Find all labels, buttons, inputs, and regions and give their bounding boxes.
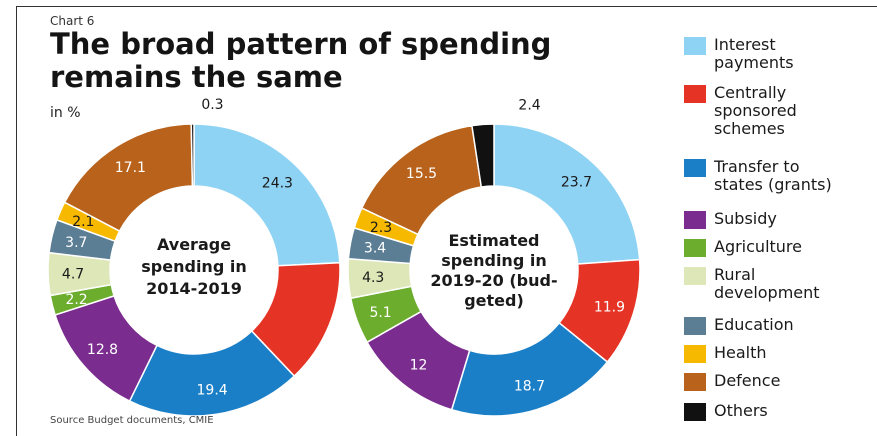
legend-item: Transfer to states (grants) bbox=[684, 158, 874, 194]
donut-center-label: Estimated bbox=[448, 231, 539, 250]
legend-item: Centrally sponsored schemes bbox=[684, 84, 874, 138]
slice-label: 3.7 bbox=[65, 235, 87, 251]
slice-label: 5.1 bbox=[369, 305, 391, 321]
legend-label: Defence bbox=[714, 371, 781, 390]
chart-title-line2: remains the same bbox=[50, 60, 343, 94]
legend-label: Interest payments bbox=[714, 35, 794, 72]
donut-center-label: spending in bbox=[441, 251, 546, 270]
chart-title: The broad pattern of spending remains th… bbox=[50, 28, 551, 94]
legend-label: Agriculture bbox=[714, 237, 802, 256]
legend-swatch bbox=[684, 211, 706, 229]
legend-swatch bbox=[684, 267, 706, 285]
slice-interest-payments bbox=[493, 123, 641, 265]
legend-item: Defence bbox=[684, 372, 874, 391]
legend-label: Centrally sponsored schemes bbox=[714, 83, 797, 138]
slice-label: 18.7 bbox=[514, 379, 545, 395]
donut-chart-2014-2019: 24.3 19.4 12.8 2.2 4.7 3.7 2.1 17.1 0.3 Average sp… bbox=[47, 97, 341, 417]
slice-label: 3.4 bbox=[364, 241, 386, 257]
donut-chart-2019-20: 23.7 11.9 18.7 12 5.1 4.3 3.4 2.3 15.5 2.4 Estimat… bbox=[347, 97, 641, 417]
slice-label: 4.3 bbox=[362, 270, 384, 286]
legend-swatch bbox=[684, 373, 706, 391]
slice-label: 2.4 bbox=[518, 97, 540, 113]
slice-label: 19.4 bbox=[197, 383, 228, 399]
chart-frame bbox=[16, 6, 877, 436]
legend-label: Others bbox=[714, 401, 768, 420]
donut-center-label: 2019-20 (bud- bbox=[430, 271, 557, 290]
slice-label: 17.1 bbox=[115, 160, 146, 176]
slice-label: 12.8 bbox=[87, 342, 118, 358]
legend-swatch bbox=[684, 159, 706, 177]
legend-item: Subsidy bbox=[684, 210, 874, 229]
unit-label: in % bbox=[50, 105, 81, 121]
slice-label: 11.9 bbox=[594, 299, 625, 315]
donut-center-label: 2014-2019 bbox=[146, 279, 242, 298]
slice-label: 15.5 bbox=[406, 166, 437, 182]
legend-item: Education bbox=[684, 316, 874, 335]
slice-interest-payments bbox=[193, 123, 341, 267]
slice-label: 2.3 bbox=[370, 220, 392, 236]
legend-label: Subsidy bbox=[714, 209, 777, 228]
legend-swatch bbox=[684, 239, 706, 257]
source-note: Source Budget documents, CMIE bbox=[50, 415, 214, 426]
legend-swatch bbox=[684, 403, 706, 421]
legend-swatch bbox=[684, 85, 706, 103]
slice-label: 2.2 bbox=[65, 292, 87, 308]
legend-swatch bbox=[684, 317, 706, 335]
slice-label: 2.1 bbox=[72, 214, 94, 230]
slice-label: 23.7 bbox=[561, 174, 592, 190]
chart-title-line1: The broad pattern of spending bbox=[50, 27, 552, 61]
legend-label: Education bbox=[714, 315, 794, 334]
slice-others bbox=[190, 123, 195, 187]
legend-item: Others bbox=[684, 402, 874, 421]
donut-center-label: spending in bbox=[141, 257, 246, 276]
slice-label: 12 bbox=[410, 358, 428, 374]
slice-others bbox=[471, 123, 495, 188]
donut-center-label: Average bbox=[157, 235, 231, 254]
legend-item: Interest payments bbox=[684, 36, 874, 72]
legend-label: Rural development bbox=[714, 265, 820, 302]
legend-item: Agriculture bbox=[684, 238, 874, 257]
legend-label: Transfer to states (grants) bbox=[714, 157, 832, 194]
slice-label: 0.3 bbox=[201, 97, 223, 113]
legend-swatch bbox=[684, 345, 706, 363]
legend-item: Health bbox=[684, 344, 874, 363]
chart-kicker: Chart 6 bbox=[50, 14, 95, 28]
slice-label: 4.7 bbox=[62, 266, 84, 282]
donut-center-label: geted) bbox=[464, 291, 524, 310]
legend-item: Rural development bbox=[684, 266, 874, 302]
slice-label: 24.3 bbox=[262, 175, 293, 191]
legend-label: Health bbox=[714, 343, 767, 362]
legend-swatch bbox=[684, 37, 706, 55]
